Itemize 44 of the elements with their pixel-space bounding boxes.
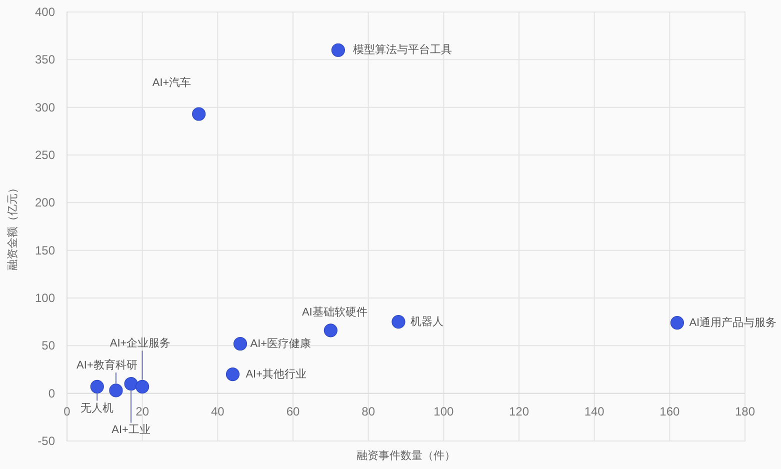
x-tick-label: 40 — [210, 404, 225, 418]
point — [392, 315, 406, 329]
point — [226, 367, 240, 382]
point — [90, 380, 104, 394]
y-axis-title: 融资金额（亿元） — [6, 182, 19, 270]
annotation: AI通用产品与服务 — [689, 316, 777, 329]
point — [324, 324, 338, 338]
x-tick-label: 80 — [362, 404, 376, 418]
annotation: AI+企业服务 — [110, 336, 171, 350]
x-tick-label: 20 — [136, 404, 150, 418]
point — [192, 107, 206, 121]
y-tick-label: 0 — [48, 386, 56, 400]
y-tick-label: -50 — [38, 434, 56, 448]
annotation: 无人机 — [80, 402, 114, 415]
x-tick-label: 180 — [734, 404, 756, 418]
annotation: AI+汽车 — [152, 76, 192, 90]
annotation: 机器人 — [410, 316, 444, 328]
x-tick-label: 120 — [508, 404, 530, 418]
x-tick-label: 140 — [584, 404, 605, 418]
x-tick-label: 60 — [286, 404, 300, 418]
annotation: AI+医疗健康 — [250, 336, 312, 350]
annotation: AI+教育科研 — [76, 358, 138, 372]
y-tick-label: 150 — [34, 243, 56, 258]
y-tick-label: 400 — [34, 5, 56, 19]
point — [331, 43, 345, 57]
y-tick-label: 200 — [34, 196, 56, 210]
point — [124, 377, 138, 391]
annotation: AI+工业 — [112, 422, 150, 436]
x-axis-title: 融资事件数量（件） — [356, 449, 456, 462]
x-tick-label: 160 — [660, 404, 680, 418]
y-tick-label: 100 — [34, 291, 56, 305]
point — [109, 384, 123, 398]
y-tick-label: 50 — [42, 338, 56, 353]
annotation: AI基础软硬件 — [302, 305, 368, 318]
point — [670, 316, 684, 330]
point — [233, 336, 248, 351]
x-tick-label: 0 — [64, 404, 71, 418]
annotation: 模型算法与平台工具 — [353, 43, 452, 56]
y-tick-label: 300 — [34, 100, 56, 114]
y-tick-label: 250 — [34, 148, 56, 162]
point — [136, 380, 150, 394]
y-tick-label: 350 — [34, 52, 56, 67]
annotation: AI+其他行业 — [246, 367, 307, 380]
x-tick-label: 100 — [434, 404, 454, 418]
